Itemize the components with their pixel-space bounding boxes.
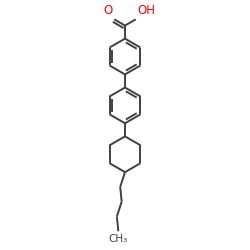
Text: O: O bbox=[104, 4, 113, 18]
Text: CH₃: CH₃ bbox=[109, 234, 128, 244]
Text: OH: OH bbox=[137, 4, 155, 18]
